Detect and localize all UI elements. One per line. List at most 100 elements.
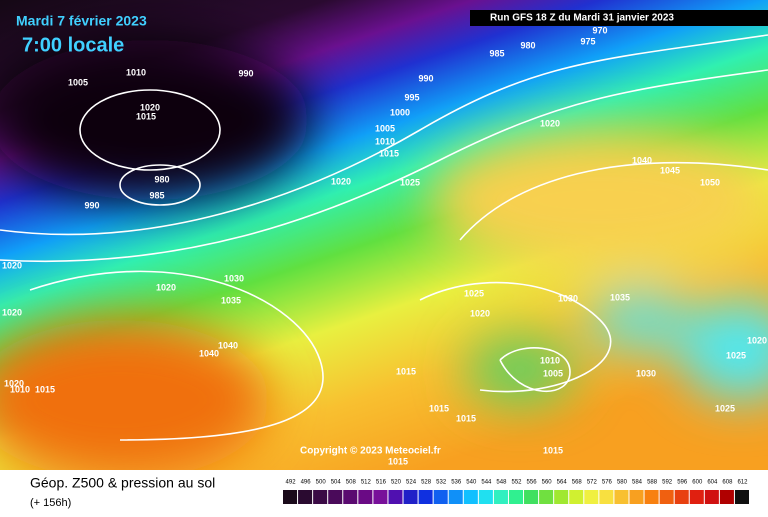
legend-swatch — [433, 490, 448, 504]
isobar-label: 1005 — [375, 123, 395, 133]
isobar-label: 1030 — [636, 368, 656, 378]
legend-swatch — [343, 490, 358, 504]
legend-label: 528 — [421, 480, 432, 486]
date: Mardi 7 février 2023 — [16, 13, 147, 29]
legend-label: 612 — [737, 480, 748, 486]
legend-swatch — [644, 490, 659, 504]
legend-label: 556 — [527, 480, 538, 486]
isobar-label: 985 — [149, 190, 164, 200]
isobar-label: 1015 — [396, 366, 416, 376]
isobar-label: 1015 — [456, 413, 476, 423]
legend-label: 588 — [647, 480, 658, 486]
isobar-label: 1020 — [140, 102, 160, 112]
legend-swatch — [674, 490, 689, 504]
isobar-label: 1045 — [660, 165, 680, 175]
run-info: Run GFS 18 Z du Mardi 31 janvier 2023 — [490, 13, 674, 24]
legend-swatch — [659, 490, 674, 504]
legend-label: 596 — [677, 480, 688, 486]
isobar-label: 1020 — [331, 176, 351, 186]
time: 7:00 locale — [22, 34, 124, 56]
legend-label: 552 — [511, 480, 522, 486]
copyright: Copyright © 2023 Meteociel.fr — [300, 446, 441, 457]
isobar-label: 1015 — [543, 445, 563, 455]
isobar-label: 1040 — [632, 155, 652, 165]
legend-swatch — [418, 490, 433, 504]
isobar-label: 1015 — [429, 403, 449, 413]
legend-swatch — [539, 490, 554, 504]
legend-label: 540 — [466, 480, 477, 486]
legend-label: 584 — [632, 480, 643, 486]
legend-label: 564 — [557, 480, 568, 486]
isobar-label: 1015 — [379, 148, 399, 158]
isobar-label: 995 — [404, 92, 419, 102]
isobar-label: 1025 — [400, 177, 420, 187]
isobar-label: 1040 — [218, 340, 238, 350]
isobar-label: 1030 — [558, 293, 578, 303]
legend-label: 608 — [722, 480, 733, 486]
legend-label: 576 — [602, 480, 613, 486]
isobar-label: 1025 — [464, 288, 484, 298]
isobar-label: 1010 — [126, 67, 146, 77]
isobar-label: 1020 — [540, 118, 560, 128]
legend-label: 508 — [346, 480, 357, 486]
isobar-label: 1020 — [4, 378, 24, 388]
isobar-label: 1050 — [700, 177, 720, 187]
isobar-label: 990 — [418, 73, 433, 83]
legend-swatch — [719, 490, 734, 504]
isobar-label: 990 — [84, 200, 99, 210]
legend-swatch — [554, 490, 569, 504]
isobar-label: 1010 — [540, 355, 560, 365]
legend-label: 544 — [481, 480, 492, 486]
legend-swatch — [313, 490, 328, 504]
isobar-label: 1020 — [156, 282, 176, 292]
legend-swatch — [403, 490, 418, 504]
isobar-label: 1035 — [610, 292, 630, 302]
legend-swatch — [463, 490, 478, 504]
isobar-label: 1040 — [199, 348, 219, 358]
map-background — [0, 0, 768, 480]
isobar-label: 1005 — [68, 77, 88, 87]
legend-swatch — [524, 490, 539, 504]
legend-swatch — [614, 490, 629, 504]
legend-label: 572 — [587, 480, 598, 486]
legend-label: 516 — [376, 480, 387, 486]
isobar-label: 1010 — [375, 136, 395, 146]
legend-swatch — [448, 490, 463, 504]
legend-label: 592 — [662, 480, 673, 486]
isobar-label: 1035 — [221, 295, 241, 305]
isobar-label: 980 — [520, 40, 535, 50]
legend-label: 496 — [301, 480, 312, 486]
isobar-label: 1025 — [726, 350, 746, 360]
isobar-label: 1020 — [2, 307, 22, 317]
legend-swatch — [328, 490, 343, 504]
isobar-label: 1025 — [715, 403, 735, 413]
isobar-labels: 9709759809859909901010100510201015995100… — [2, 25, 767, 466]
run-bar — [470, 10, 768, 26]
legend-label: 580 — [617, 480, 628, 486]
legend-swatch — [373, 490, 388, 504]
isobar-label: 1020 — [747, 335, 767, 345]
legend-swatch — [689, 490, 704, 504]
legend-swatch — [599, 490, 614, 504]
isobar-label: 1020 — [470, 308, 490, 318]
legend-label: 512 — [361, 480, 372, 486]
legend-label: 604 — [707, 480, 718, 486]
isobar-label: 1015 — [388, 456, 408, 466]
isobar-label: 970 — [592, 25, 607, 35]
legend-label: 500 — [316, 480, 327, 486]
isobar-label: 990 — [238, 68, 253, 78]
isobar-label: 985 — [489, 48, 504, 58]
legend-label: 560 — [542, 480, 553, 486]
legend-label: 520 — [391, 480, 402, 486]
legend-label: 524 — [406, 480, 417, 486]
legend-swatch — [629, 490, 644, 504]
legend-label: 492 — [286, 480, 297, 486]
isobar-label: 1015 — [136, 111, 156, 121]
legend-label: 504 — [331, 480, 342, 486]
legend-swatch — [283, 490, 298, 504]
color-legend: 492 496 500 504 508 512 516 520 524 528 532 536 540 5… — [283, 480, 749, 504]
isobar-label: 1010 — [10, 384, 30, 394]
legend-label: 600 — [692, 480, 703, 486]
legend-label: 548 — [496, 480, 507, 486]
legend-swatch — [493, 490, 508, 504]
